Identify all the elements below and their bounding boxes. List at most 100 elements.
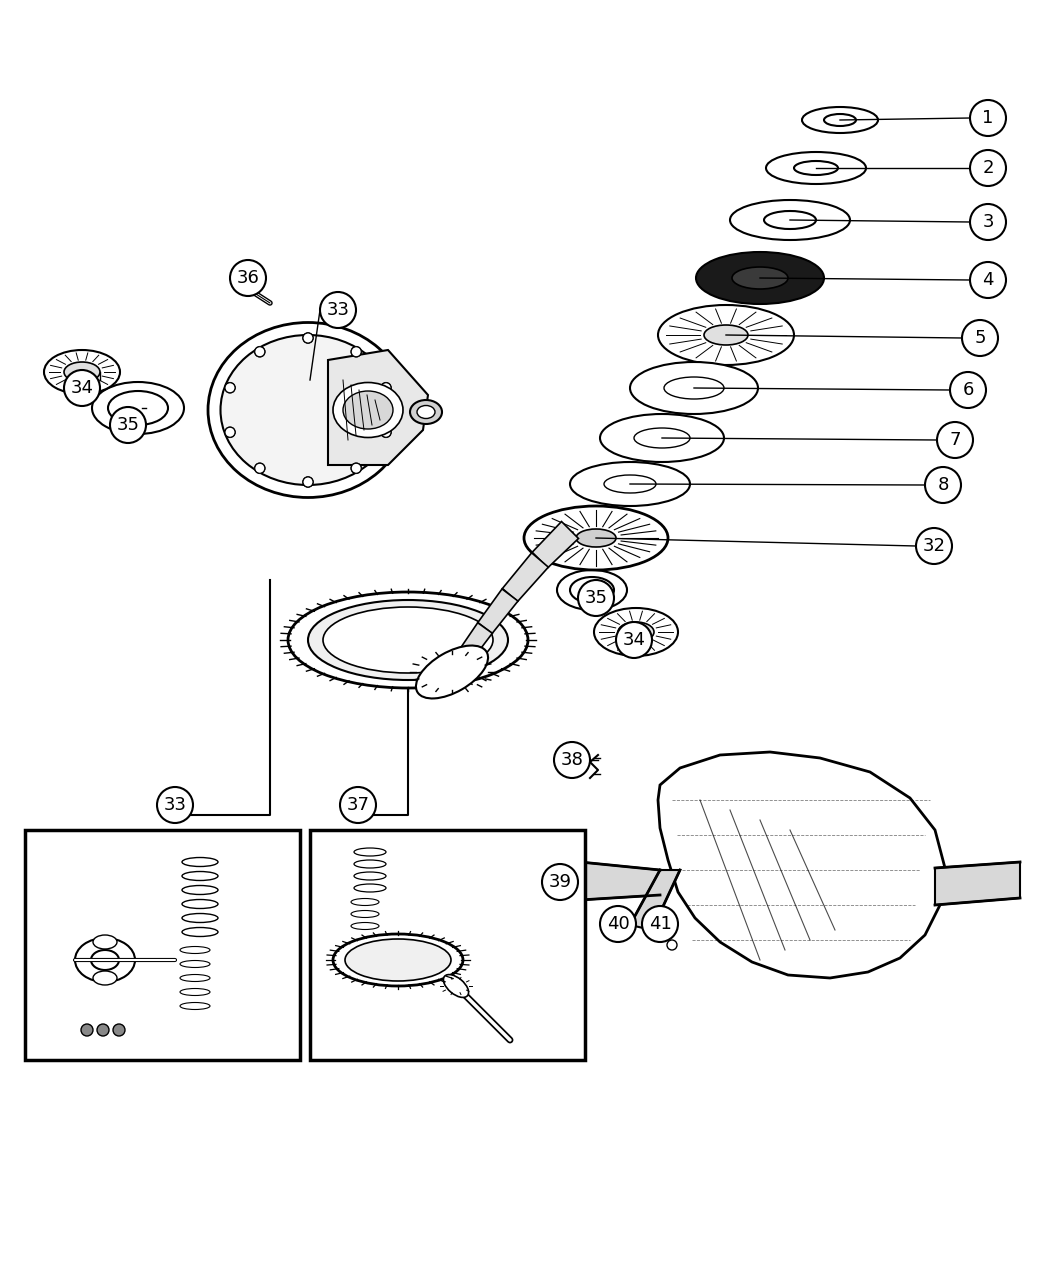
Ellipse shape bbox=[333, 935, 463, 986]
Ellipse shape bbox=[410, 400, 442, 425]
Ellipse shape bbox=[634, 428, 690, 448]
Circle shape bbox=[303, 477, 313, 487]
Circle shape bbox=[351, 463, 361, 473]
Circle shape bbox=[381, 427, 391, 437]
FancyBboxPatch shape bbox=[25, 830, 300, 1060]
Ellipse shape bbox=[180, 988, 210, 996]
Text: 3: 3 bbox=[982, 213, 993, 231]
Circle shape bbox=[925, 467, 961, 504]
Ellipse shape bbox=[381, 382, 391, 393]
Ellipse shape bbox=[354, 848, 386, 856]
Circle shape bbox=[381, 382, 391, 393]
Circle shape bbox=[340, 787, 376, 822]
Circle shape bbox=[230, 260, 266, 296]
Ellipse shape bbox=[220, 335, 396, 484]
Circle shape bbox=[64, 370, 100, 405]
Ellipse shape bbox=[443, 974, 468, 997]
Text: 37: 37 bbox=[346, 796, 370, 813]
Circle shape bbox=[578, 580, 614, 616]
Ellipse shape bbox=[658, 305, 794, 365]
Circle shape bbox=[970, 261, 1006, 298]
Circle shape bbox=[255, 347, 265, 357]
Circle shape bbox=[667, 940, 677, 950]
Ellipse shape bbox=[351, 463, 361, 473]
Ellipse shape bbox=[91, 950, 119, 970]
Ellipse shape bbox=[182, 872, 218, 881]
FancyBboxPatch shape bbox=[310, 830, 585, 1060]
Text: 40: 40 bbox=[607, 915, 629, 933]
Ellipse shape bbox=[180, 1002, 210, 1010]
Circle shape bbox=[916, 528, 952, 564]
Polygon shape bbox=[478, 589, 518, 634]
Ellipse shape bbox=[664, 377, 724, 399]
Ellipse shape bbox=[766, 152, 866, 184]
Ellipse shape bbox=[630, 362, 758, 414]
Circle shape bbox=[655, 929, 665, 940]
Ellipse shape bbox=[618, 622, 654, 643]
Ellipse shape bbox=[524, 506, 668, 570]
Circle shape bbox=[97, 1024, 109, 1037]
Ellipse shape bbox=[345, 938, 452, 980]
Ellipse shape bbox=[93, 935, 117, 949]
Polygon shape bbox=[658, 752, 945, 978]
Ellipse shape bbox=[824, 113, 856, 126]
Ellipse shape bbox=[288, 592, 528, 688]
Circle shape bbox=[950, 372, 986, 408]
Circle shape bbox=[303, 333, 313, 343]
Ellipse shape bbox=[92, 382, 184, 434]
Polygon shape bbox=[456, 622, 492, 664]
Circle shape bbox=[225, 382, 235, 393]
Text: 7: 7 bbox=[949, 431, 961, 449]
Circle shape bbox=[937, 422, 973, 458]
Ellipse shape bbox=[381, 427, 391, 437]
Ellipse shape bbox=[108, 391, 168, 425]
Ellipse shape bbox=[704, 325, 748, 346]
Text: 36: 36 bbox=[236, 269, 259, 287]
Circle shape bbox=[81, 1024, 93, 1037]
Circle shape bbox=[962, 320, 998, 356]
Ellipse shape bbox=[182, 886, 218, 895]
Text: 34: 34 bbox=[623, 631, 646, 649]
Text: 2: 2 bbox=[982, 159, 993, 177]
Ellipse shape bbox=[570, 578, 614, 603]
Ellipse shape bbox=[576, 529, 616, 547]
Circle shape bbox=[158, 787, 193, 822]
Circle shape bbox=[320, 292, 356, 328]
Polygon shape bbox=[532, 521, 579, 567]
Circle shape bbox=[616, 622, 652, 658]
Ellipse shape bbox=[696, 252, 824, 303]
Ellipse shape bbox=[180, 946, 210, 954]
Text: 4: 4 bbox=[982, 272, 993, 289]
Ellipse shape bbox=[75, 938, 135, 982]
Text: 6: 6 bbox=[962, 381, 973, 399]
Text: 34: 34 bbox=[70, 379, 93, 397]
Polygon shape bbox=[328, 351, 428, 465]
Ellipse shape bbox=[764, 210, 816, 229]
Ellipse shape bbox=[354, 884, 386, 892]
Circle shape bbox=[255, 463, 265, 473]
Ellipse shape bbox=[208, 323, 408, 497]
Ellipse shape bbox=[570, 462, 690, 506]
Text: 41: 41 bbox=[649, 915, 671, 933]
Ellipse shape bbox=[255, 347, 265, 357]
Ellipse shape bbox=[323, 607, 493, 673]
Ellipse shape bbox=[64, 362, 100, 382]
Ellipse shape bbox=[255, 463, 265, 473]
Ellipse shape bbox=[180, 974, 210, 982]
Text: 8: 8 bbox=[938, 476, 949, 493]
Ellipse shape bbox=[351, 923, 379, 929]
Ellipse shape bbox=[333, 382, 403, 437]
Ellipse shape bbox=[351, 347, 361, 357]
Text: 33: 33 bbox=[164, 796, 187, 813]
Ellipse shape bbox=[182, 927, 218, 937]
Ellipse shape bbox=[225, 427, 235, 437]
Ellipse shape bbox=[351, 899, 379, 905]
Text: 5: 5 bbox=[974, 329, 986, 347]
Ellipse shape bbox=[44, 351, 120, 394]
Polygon shape bbox=[630, 870, 680, 929]
Circle shape bbox=[542, 864, 578, 900]
Ellipse shape bbox=[594, 608, 678, 657]
Circle shape bbox=[110, 407, 146, 442]
Ellipse shape bbox=[556, 570, 627, 609]
Ellipse shape bbox=[225, 382, 235, 393]
